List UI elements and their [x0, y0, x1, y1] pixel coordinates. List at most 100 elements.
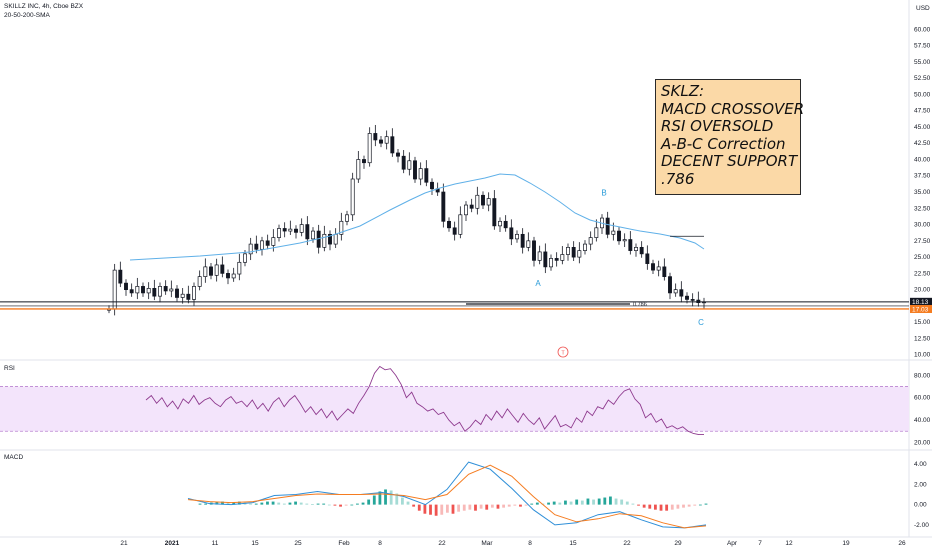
candle-up	[146, 288, 151, 294]
time-axis-tick: 8	[528, 540, 532, 547]
macd-histogram-bar	[406, 501, 410, 505]
symbol-title[interactable]: SKILLZ INC, 4h, Cboe BZX	[4, 3, 84, 10]
rsi-line	[145, 365, 704, 436]
candle-down	[413, 160, 417, 180]
candle-down	[424, 168, 429, 183]
macd-histogram-bar	[395, 493, 399, 505]
candle-down	[305, 224, 310, 240]
macd-line	[187, 461, 707, 529]
rsi-band	[0, 386, 909, 432]
candle-down	[662, 266, 667, 277]
macd-histogram-bar	[693, 504, 697, 506]
wave-label-a: A	[535, 279, 541, 288]
note-line-2: MACD CROSSOVER	[661, 99, 805, 118]
candle-up	[158, 286, 162, 297]
macd-histogram-bar	[378, 491, 382, 505]
macd-histogram-bar	[249, 503, 252, 505]
price-axis-tick: 25.00	[914, 254, 931, 261]
candle-down	[520, 233, 525, 248]
price-axis-tick: 35.00	[914, 189, 931, 196]
price-axis-tick: 10.00	[914, 352, 931, 359]
macd-histogram-bar	[474, 504, 477, 511]
macd-histogram-bar	[648, 504, 652, 509]
candle-down	[226, 273, 230, 279]
macd-histogram-bar	[198, 503, 202, 505]
macd-histogram-bar	[372, 495, 376, 505]
rsi-axis-tick: 80.00	[914, 372, 931, 379]
macd-histogram-bar	[642, 504, 646, 508]
time-axis-tick: 19	[842, 540, 850, 547]
candle-up	[333, 233, 338, 245]
candle-down	[685, 295, 689, 300]
candle-up	[231, 273, 236, 279]
price-axis-tick: 32.50	[914, 205, 931, 212]
rsi-pane-label[interactable]: RSI	[4, 365, 15, 372]
macd-histogram-bar	[564, 500, 567, 505]
candle-down	[390, 136, 395, 154]
price-axis-tick: 12.50	[914, 335, 931, 342]
macd-axis-tick: 2.00	[914, 481, 927, 488]
macd-histogram-bar	[344, 504, 348, 506]
candle-down	[294, 228, 298, 233]
candle-down	[469, 204, 474, 209]
note-line-1: SKLZ:	[661, 82, 705, 100]
time-axis-tick: 8	[378, 540, 382, 547]
time-axis-tick: 29	[674, 540, 682, 547]
macd-histogram-bar	[479, 504, 483, 509]
time-axis-tick: 25	[294, 540, 302, 547]
candle-up	[288, 228, 293, 232]
macd-axis-tick: 4.00	[914, 461, 927, 468]
macd-histogram-bar	[496, 504, 500, 509]
macd-histogram-bar	[580, 500, 584, 505]
macd-histogram-bar	[237, 501, 241, 505]
macd-histogram-bar	[586, 498, 590, 505]
price-axis-tick: 47.50	[914, 108, 931, 115]
macd-histogram-bar	[226, 502, 230, 505]
macd-histogram-bar	[524, 504, 528, 506]
macd-histogram-bar	[215, 501, 219, 505]
macd-axis-tick: -2.00	[914, 522, 929, 529]
macd-histogram-bar	[704, 503, 708, 505]
macd-histogram-bar	[687, 504, 691, 507]
candle-down	[163, 286, 168, 292]
macd-histogram-bar	[288, 502, 292, 505]
price-tag-support	[910, 304, 932, 313]
macd-histogram-bar	[535, 502, 539, 505]
candle-down	[328, 233, 332, 245]
candle-up	[515, 233, 519, 240]
candle-up	[418, 168, 423, 180]
macd-histogram-bar	[299, 502, 303, 505]
candle-up	[526, 240, 531, 248]
macd-histogram-bar	[440, 504, 444, 515]
macd-histogram-bar	[417, 504, 421, 511]
price-axis-tick: 57.50	[914, 43, 931, 50]
price-tag-current	[910, 297, 932, 306]
candle-up	[560, 254, 565, 261]
macd-histogram-bar	[569, 501, 573, 505]
macd-pane-label[interactable]: MACD	[4, 454, 24, 461]
candle-up	[237, 261, 242, 275]
candle-up	[566, 246, 570, 255]
macd-histogram-bar	[513, 504, 517, 506]
candle-down	[362, 159, 366, 164]
macd-histogram-bar	[384, 489, 387, 505]
candle-up	[577, 250, 582, 258]
macd-histogram-bar	[530, 503, 534, 505]
macd-histogram-bar	[597, 498, 601, 505]
macd-histogram-bar	[445, 504, 449, 513]
macd-histogram-bar	[423, 504, 427, 514]
macd-histogram-bar	[412, 504, 416, 507]
price-axis-tick: 27.50	[914, 238, 931, 245]
macd-histogram-bar	[552, 501, 556, 505]
candle-down	[220, 264, 225, 274]
candle-up	[299, 224, 304, 233]
price-axis-tick: 52.50	[914, 75, 931, 82]
candle-down	[554, 258, 559, 261]
candle-down	[401, 155, 406, 170]
macd-histogram-bar	[305, 503, 309, 505]
indicator-legend[interactable]: 20-50-200-SMA	[4, 12, 50, 19]
price-axis-tick: 60.00	[914, 26, 931, 33]
price-axis-tick: 40.00	[914, 156, 931, 163]
macd-histogram-bar	[665, 504, 669, 511]
